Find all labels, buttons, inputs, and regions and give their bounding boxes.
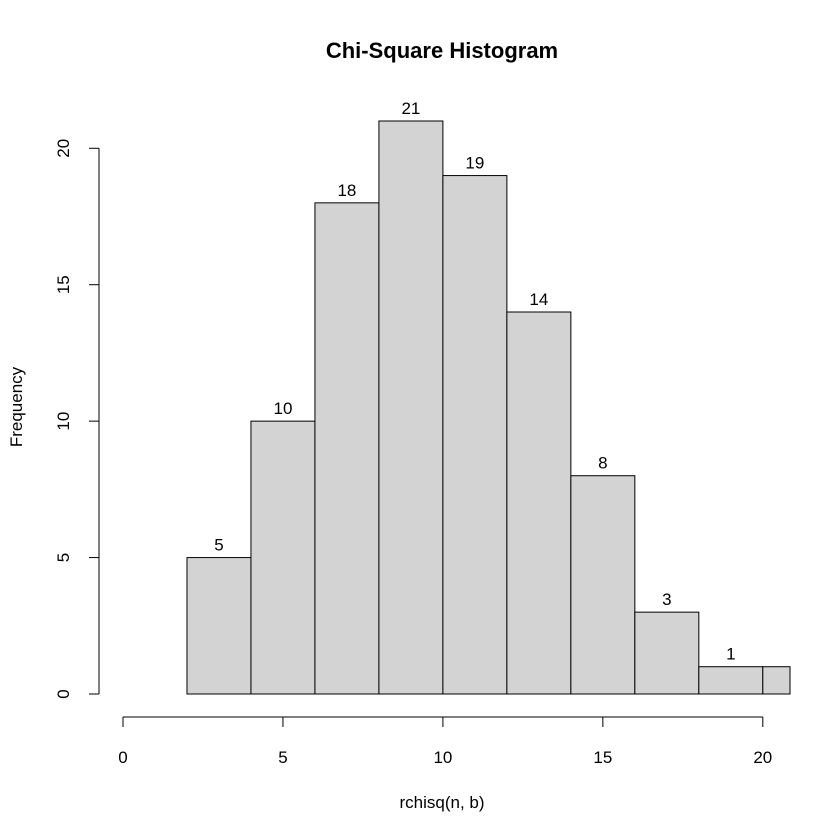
y-axis: 0 5 10 15 20 xyxy=(54,139,100,699)
histogram-bar xyxy=(186,557,252,695)
histogram-bar xyxy=(506,311,572,695)
histogram-bar xyxy=(250,420,316,695)
histogram-bar xyxy=(442,175,508,695)
bar-value-label: 5 xyxy=(214,536,223,555)
x-tick-label: 15 xyxy=(593,748,612,767)
y-tick-label: 10 xyxy=(54,412,73,431)
bar-labels-group: 5 10 18 21 19 14 8 3 1 xyxy=(214,99,735,664)
x-tick-label: 0 xyxy=(118,748,127,767)
bar-value-label: 3 xyxy=(662,590,671,609)
histogram-bar xyxy=(314,202,380,695)
histogram-bar xyxy=(570,475,636,695)
bar-value-label: 8 xyxy=(598,454,607,473)
y-tick-label: 0 xyxy=(54,689,73,698)
y-tick-label: 5 xyxy=(54,553,73,562)
x-axis: 0 5 10 15 20 xyxy=(118,716,772,767)
bar-value-label: 18 xyxy=(337,181,356,200)
y-tick-label: 20 xyxy=(54,139,73,158)
histogram-bar xyxy=(698,666,764,695)
histogram-bar xyxy=(762,666,791,695)
histogram-bar xyxy=(634,611,700,695)
x-tick-label: 10 xyxy=(433,748,452,767)
bar-value-label: 21 xyxy=(401,99,420,118)
bar-value-label: 1 xyxy=(726,645,735,664)
bars-group xyxy=(186,120,791,695)
y-tick-label: 15 xyxy=(54,275,73,294)
x-tick-label: 20 xyxy=(753,748,772,767)
bar-value-label: 14 xyxy=(529,290,548,309)
y-axis-title: Frequency xyxy=(7,366,26,447)
bar-value-label: 19 xyxy=(465,154,484,173)
x-axis-title: rchisq(n, b) xyxy=(399,793,484,812)
histogram-bar xyxy=(378,120,444,695)
x-tick-label: 5 xyxy=(278,748,287,767)
chart-title: Chi-Square Histogram xyxy=(326,38,558,63)
bar-value-label: 10 xyxy=(273,399,292,418)
